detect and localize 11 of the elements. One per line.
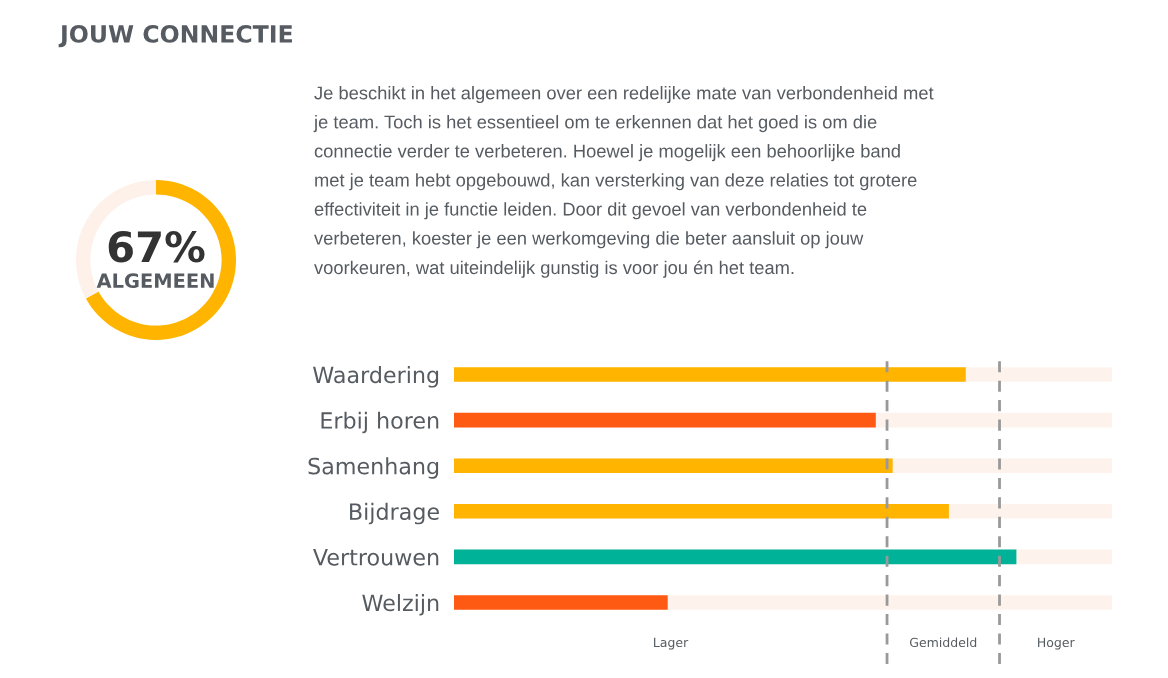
y-tick-label: Waardering <box>313 366 439 388</box>
text: ALGEMEEN <box>96 273 214 289</box>
data-label: 67% <box>108 230 205 263</box>
text: JOUW CONNECTIE <box>58 24 292 48</box>
y-tick-label: Bijdrage <box>350 502 439 525</box>
y-tick-label: Erbij horen <box>321 411 439 434</box>
y-tick-label: Vertrouwen <box>313 549 439 566</box>
donut-slice <box>85 180 236 340</box>
y-tick-label: Welzijn <box>362 594 439 616</box>
text: Je beschikt in het algemeen over een redelijke mate van verbondenheid met je team. Toch is het essentieel om te erkennen dat het goed is om die connectie verder te verbeteren. Hoewel je mogelijk een behoorlijke band met je team hebt opgebouwd, kan versterking van deze relaties tot grotere effectiviteit in je functie leiden. Door dit gevoel van verbondenheid te verbeteren, koester je een werkomgeving die beter aansluit op jouw voorkeuren, wat uiteindelijk gunstig is voor jou én het team. <box>313 86 934 278</box>
y-tick-label: Samenhang <box>308 457 439 479</box>
